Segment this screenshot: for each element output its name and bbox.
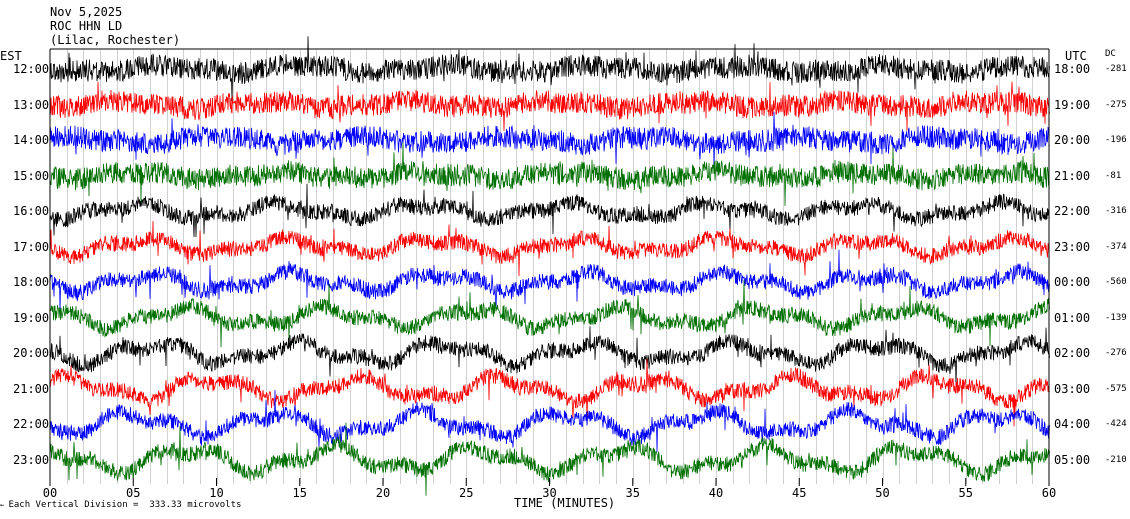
est-hour-label: 21:00 xyxy=(13,381,50,396)
x-tick-label: 00 xyxy=(42,486,58,500)
x-tick-label: 10 xyxy=(209,486,224,500)
est-hour-label: 22:00 xyxy=(13,417,50,431)
dc-offset-label: -196 xyxy=(1105,135,1127,145)
x-tick-label: 50 xyxy=(875,486,890,500)
seismic-traces xyxy=(49,36,1050,496)
trace-line-1200 xyxy=(49,36,1050,102)
x-tick-label: 25 xyxy=(459,486,474,500)
trace-line-1800 xyxy=(49,249,1050,313)
trace-line-2200 xyxy=(49,389,1050,453)
dc-offset-label: -560 xyxy=(1105,277,1127,287)
dc-header-label: DC xyxy=(1105,49,1116,59)
est-hour-label: 23:00 xyxy=(13,452,50,467)
utc-hour-label: 03:00 xyxy=(1054,381,1091,396)
utc-hour-label: 20:00 xyxy=(1054,133,1091,147)
trace-line-2100 xyxy=(49,358,1050,427)
est-hour-label: 19:00 xyxy=(13,310,50,325)
est-hour-label: 13:00 xyxy=(13,97,50,112)
footer-text: Each Vertical Division = 333.33 microvol… xyxy=(8,500,242,510)
dc-offset-label: -81 xyxy=(1105,170,1122,181)
est-hour-label: 12:00 xyxy=(13,62,50,76)
x-tick-label: 55 xyxy=(958,486,973,500)
utc-hour-label: 22:00 xyxy=(1054,204,1091,218)
dc-offset-label: -210 xyxy=(1105,454,1127,465)
x-tick-label: 30 xyxy=(542,486,557,500)
utc-hour-label: 04:00 xyxy=(1054,417,1091,431)
footer-glyph: ← xyxy=(0,501,9,509)
est-hour-label: 14:00 xyxy=(13,133,50,147)
dc-offset-label: -374 xyxy=(1105,241,1127,252)
x-tick-label: 35 xyxy=(625,486,640,500)
est-hour-label: 20:00 xyxy=(13,346,50,360)
utc-axis-label: UTC xyxy=(1065,49,1087,63)
dc-offset-label: -575 xyxy=(1105,383,1127,394)
est-axis-label: EST xyxy=(0,49,22,63)
utc-hour-label: 01:00 xyxy=(1054,310,1091,325)
x-tick-marks xyxy=(49,478,1050,486)
dc-offset-label: -276 xyxy=(1105,348,1127,358)
est-hour-label: 18:00 xyxy=(13,275,50,289)
trace-line-2000 xyxy=(49,326,1050,387)
utc-hour-label: 00:00 xyxy=(1054,275,1091,289)
header-location: (Lilac, Rochester) xyxy=(50,33,181,47)
est-hour-label: 15:00 xyxy=(13,168,50,183)
footer-note: ← Each Vertical Division = 333.33 microv… xyxy=(0,500,241,510)
utc-hour-label: 21:00 xyxy=(1054,168,1091,183)
utc-hour-label: 02:00 xyxy=(1054,346,1091,360)
x-tick-label: 45 xyxy=(792,486,807,500)
dc-offset-label: -281 xyxy=(1105,64,1127,74)
x-tick-label: 40 xyxy=(708,486,724,500)
utc-hour-label: 18:00 xyxy=(1054,62,1091,76)
trace-line-1900 xyxy=(49,279,1050,348)
header-date: Nov 5,2025 xyxy=(50,5,123,19)
header-station: ROC HHN LD xyxy=(50,19,123,33)
utc-hour-label: 23:00 xyxy=(1054,239,1091,254)
trace-line-1300 xyxy=(49,81,1050,131)
dc-offset-label: -424 xyxy=(1105,419,1127,429)
utc-hour-label: 19:00 xyxy=(1054,97,1091,112)
x-tick-label: 60 xyxy=(1041,486,1057,500)
dc-offset-label: -139 xyxy=(1105,312,1127,323)
utc-hour-label: 05:00 xyxy=(1054,452,1091,467)
dc-offset-label: -316 xyxy=(1105,206,1127,216)
trace-line-2300 xyxy=(49,422,1050,496)
x-tick-label: 20 xyxy=(375,486,391,500)
dc-offset-label: -275 xyxy=(1105,99,1127,110)
x-tick-label: 15 xyxy=(292,486,307,500)
x-axis-label: TIME (MINUTES) xyxy=(514,496,616,510)
trace-line-1400 xyxy=(49,111,1050,170)
x-tick-label: 05 xyxy=(126,486,141,500)
est-hour-label: 17:00 xyxy=(13,239,50,254)
est-hour-label: 16:00 xyxy=(13,204,50,218)
trace-line-1700 xyxy=(49,220,1050,277)
trace-line-1600 xyxy=(49,183,1050,238)
trace-line-1500 xyxy=(49,142,1050,206)
